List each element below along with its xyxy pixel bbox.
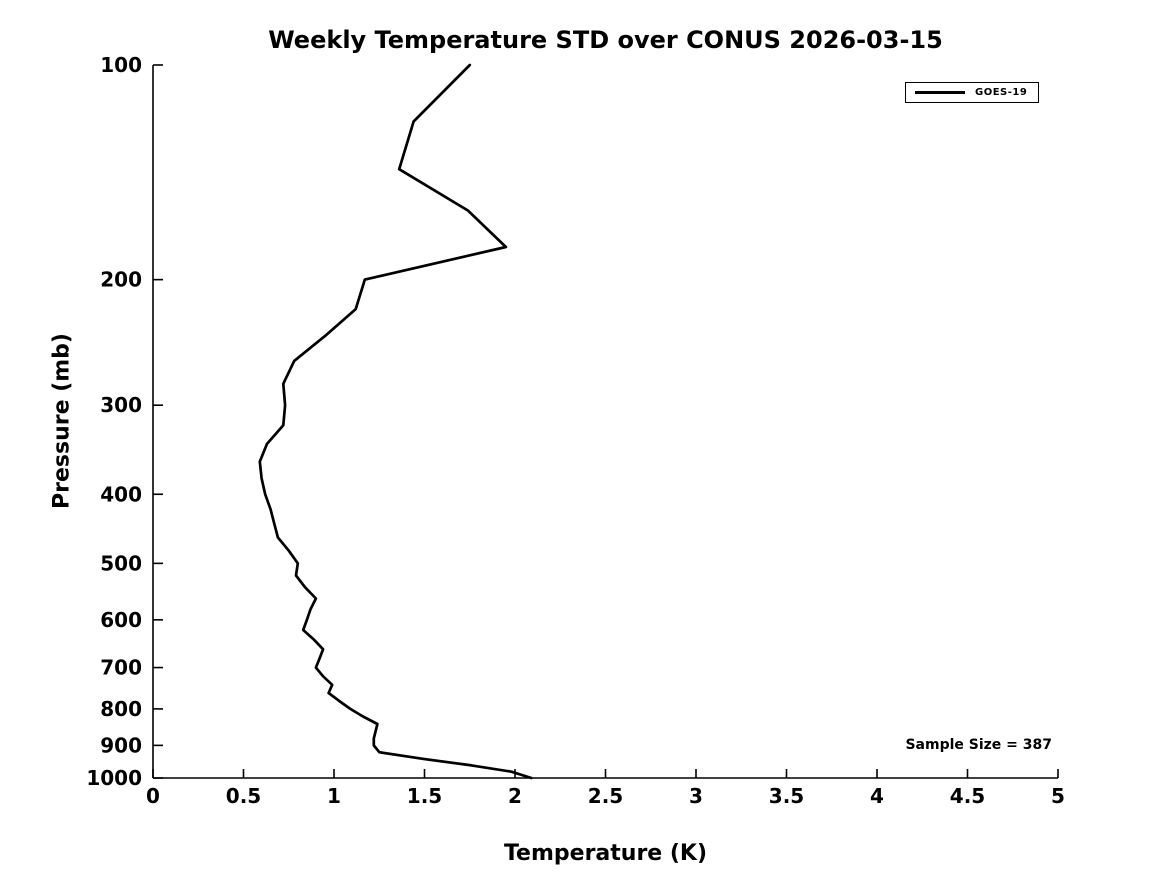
y-tick-label: 100 (100, 53, 142, 77)
x-tick-label: 0 (146, 784, 160, 808)
y-tick-label: 700 (100, 656, 142, 680)
x-tick-label: 3.5 (769, 784, 804, 808)
y-tick-label: 1000 (86, 766, 142, 790)
legend-label: GOES-19 (975, 87, 1028, 98)
x-tick-label: 1.5 (407, 784, 442, 808)
y-axis-label: Pressure (mb) (49, 333, 75, 509)
x-tick-label: 2.5 (588, 784, 623, 808)
x-tick-label: 2 (508, 784, 522, 808)
x-tick-label: 0.5 (226, 784, 261, 808)
x-tick-label: 4.5 (950, 784, 985, 808)
y-tick-label: 300 (100, 393, 142, 417)
y-tick-label: 500 (100, 551, 142, 575)
x-tick-label: 1 (327, 784, 341, 808)
y-tick-label: 600 (100, 608, 142, 632)
data-line-goes-19 (258, 63, 533, 780)
x-axis-label: Temperature (K) (503, 841, 708, 866)
y-tick-label: 800 (100, 697, 142, 721)
x-tick-label: 4 (870, 784, 884, 808)
legend: GOES-19 (905, 82, 1039, 103)
y-tick-label: 200 (100, 268, 142, 292)
x-tick-label: 3 (689, 784, 703, 808)
y-tick-label: 400 (100, 482, 142, 506)
legend-line-sample (915, 91, 965, 94)
x-tick-label: 5 (1051, 784, 1065, 808)
chart-title: Weekly Temperature STD over CONUS 2026-0… (268, 26, 943, 54)
sample-size-annotation: Sample Size = 387 (905, 737, 1052, 753)
y-tick-label: 900 (100, 733, 142, 757)
